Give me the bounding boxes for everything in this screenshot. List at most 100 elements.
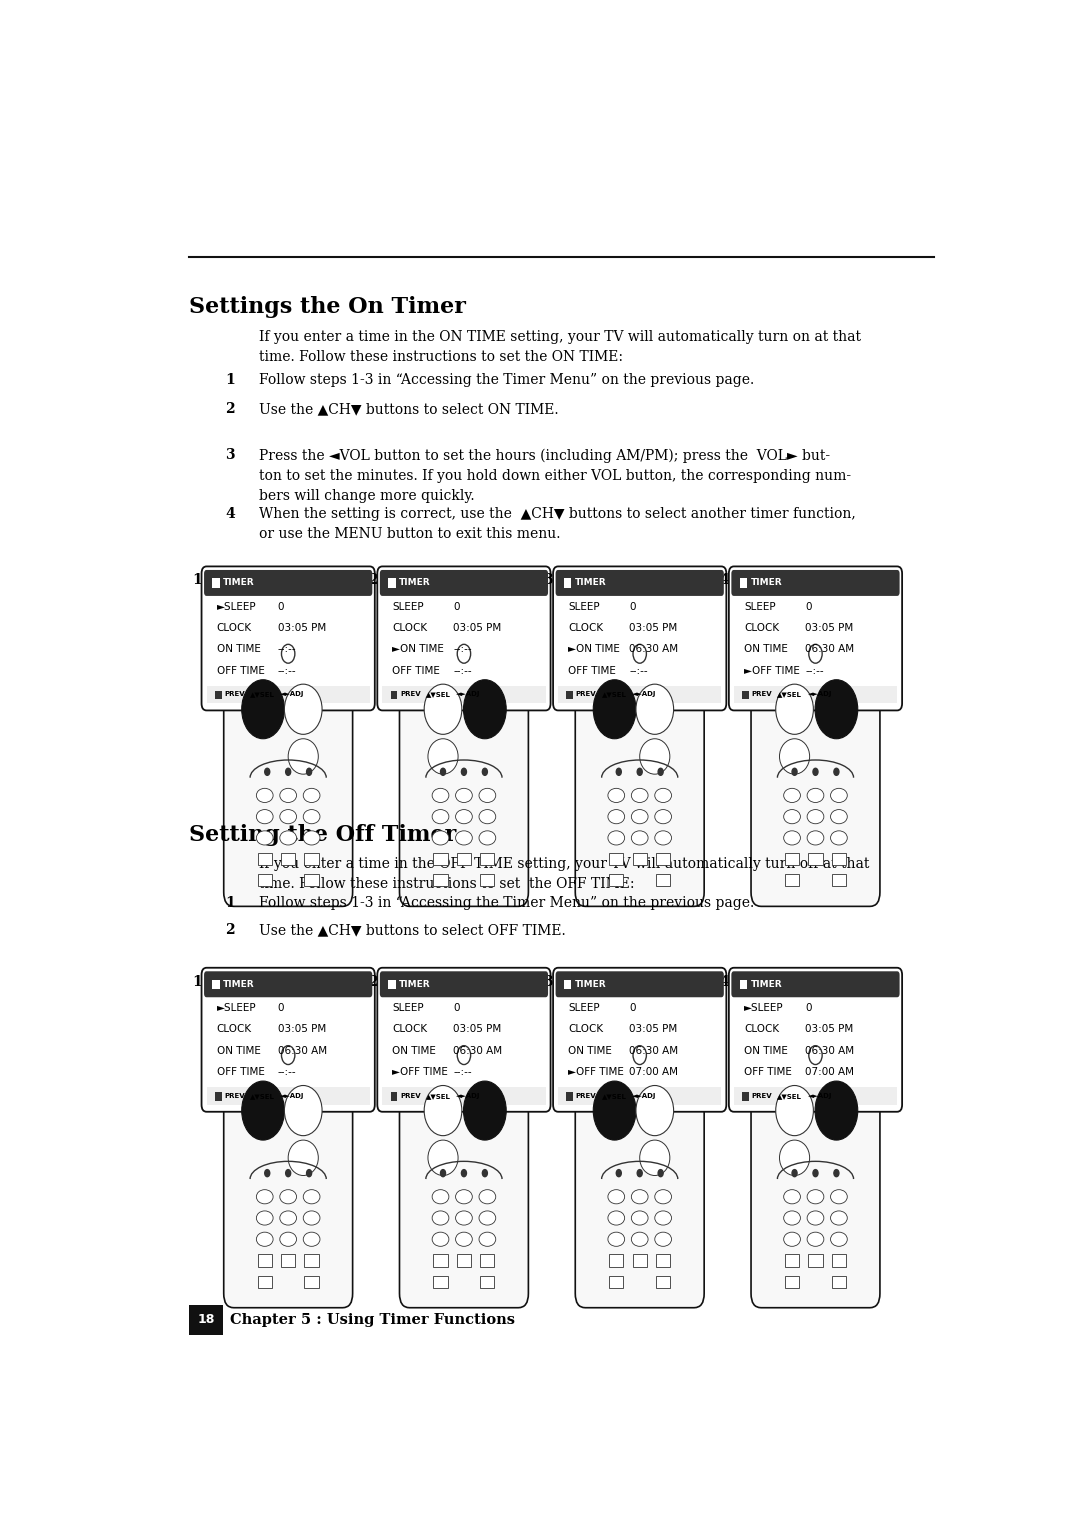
Ellipse shape — [303, 1190, 320, 1203]
Circle shape — [307, 1170, 312, 1177]
Text: OFF TIME: OFF TIME — [392, 665, 441, 676]
Text: 06:30 AM: 06:30 AM — [278, 1046, 327, 1056]
Bar — [808, 854, 823, 865]
Ellipse shape — [775, 1085, 813, 1136]
Ellipse shape — [432, 788, 449, 802]
Text: 03:05 PM: 03:05 PM — [454, 622, 502, 633]
Bar — [609, 1275, 623, 1288]
Ellipse shape — [608, 809, 624, 823]
Ellipse shape — [780, 739, 810, 774]
Bar — [656, 874, 671, 886]
FancyBboxPatch shape — [224, 1019, 352, 1308]
Text: CLOCK: CLOCK — [217, 622, 252, 633]
Ellipse shape — [480, 1233, 496, 1246]
Text: ◄►ADJ: ◄►ADJ — [280, 1093, 305, 1099]
Text: ►SLEEP: ►SLEEP — [217, 1003, 256, 1013]
Bar — [433, 1254, 447, 1266]
Text: 0: 0 — [630, 1003, 636, 1013]
Text: PREV: PREV — [400, 691, 420, 698]
Text: 03:05 PM: 03:05 PM — [278, 1024, 326, 1035]
Ellipse shape — [280, 809, 297, 823]
Text: TIMER: TIMER — [400, 980, 431, 989]
Text: 0: 0 — [278, 1003, 284, 1013]
Ellipse shape — [632, 809, 648, 823]
Ellipse shape — [654, 831, 672, 845]
Circle shape — [792, 768, 797, 776]
Ellipse shape — [807, 831, 824, 845]
Ellipse shape — [632, 1190, 648, 1203]
Ellipse shape — [428, 1141, 458, 1176]
Bar — [633, 854, 647, 865]
Ellipse shape — [242, 679, 284, 739]
Text: 07:00 AM: 07:00 AM — [630, 1067, 678, 1076]
Circle shape — [461, 1170, 467, 1177]
Text: TIMER: TIMER — [575, 578, 607, 587]
Ellipse shape — [463, 1081, 507, 1141]
Text: 06:30 AM: 06:30 AM — [805, 644, 854, 655]
FancyBboxPatch shape — [400, 618, 528, 906]
Circle shape — [813, 768, 818, 776]
Text: CLOCK: CLOCK — [568, 1024, 604, 1035]
Text: ON TIME: ON TIME — [392, 1046, 436, 1056]
Text: 1: 1 — [226, 895, 235, 909]
Ellipse shape — [288, 1141, 319, 1176]
Ellipse shape — [456, 809, 472, 823]
Ellipse shape — [280, 1211, 297, 1225]
Bar — [382, 685, 545, 704]
Ellipse shape — [432, 1233, 449, 1246]
Text: 06:30 AM: 06:30 AM — [805, 1046, 854, 1056]
Ellipse shape — [831, 788, 848, 802]
Ellipse shape — [632, 1211, 648, 1225]
Ellipse shape — [636, 1085, 674, 1136]
Text: PREV: PREV — [400, 1093, 420, 1099]
Bar — [785, 874, 799, 886]
Ellipse shape — [256, 1190, 273, 1203]
Text: 4: 4 — [719, 975, 729, 989]
Text: 3: 3 — [543, 573, 553, 587]
FancyBboxPatch shape — [576, 1019, 704, 1308]
Bar — [206, 1087, 369, 1105]
Text: ►OFF TIME: ►OFF TIME — [568, 1067, 624, 1076]
Text: SLEEP: SLEEP — [392, 1003, 424, 1013]
Text: ON TIME: ON TIME — [568, 1046, 612, 1056]
Text: OFF TIME: OFF TIME — [217, 665, 265, 676]
Text: CLOCK: CLOCK — [744, 1024, 779, 1035]
Text: TIMER: TIMER — [575, 980, 607, 989]
Ellipse shape — [303, 1211, 320, 1225]
Ellipse shape — [831, 1233, 848, 1246]
Circle shape — [483, 1170, 487, 1177]
Circle shape — [792, 1170, 797, 1177]
Text: PREV: PREV — [576, 691, 596, 698]
Text: PREV: PREV — [225, 691, 245, 698]
Text: SLEEP: SLEEP — [392, 602, 424, 612]
Ellipse shape — [654, 1190, 672, 1203]
Text: 03:05 PM: 03:05 PM — [454, 1024, 502, 1035]
Text: CLOCK: CLOCK — [217, 1024, 252, 1035]
Ellipse shape — [639, 1141, 670, 1176]
Circle shape — [457, 644, 471, 664]
Ellipse shape — [280, 831, 297, 845]
Ellipse shape — [303, 1233, 320, 1246]
Text: 2: 2 — [226, 402, 235, 417]
Ellipse shape — [807, 1190, 824, 1203]
Text: 2: 2 — [367, 975, 377, 989]
Circle shape — [617, 1170, 621, 1177]
Text: --:--: --:-- — [278, 644, 296, 655]
Ellipse shape — [256, 809, 273, 823]
FancyBboxPatch shape — [555, 570, 724, 596]
Bar — [481, 874, 495, 886]
Text: Settings the On Timer: Settings the On Timer — [189, 296, 467, 319]
Ellipse shape — [303, 809, 320, 823]
Ellipse shape — [463, 679, 507, 739]
Text: TIMER: TIMER — [224, 578, 255, 587]
Circle shape — [617, 768, 621, 776]
Circle shape — [457, 1046, 471, 1064]
Bar — [215, 691, 221, 699]
Ellipse shape — [593, 1081, 636, 1141]
Bar — [558, 685, 721, 704]
Ellipse shape — [831, 1190, 848, 1203]
Text: OFF TIME: OFF TIME — [568, 665, 616, 676]
Bar — [305, 874, 319, 886]
Bar — [391, 691, 397, 699]
Ellipse shape — [807, 1211, 824, 1225]
